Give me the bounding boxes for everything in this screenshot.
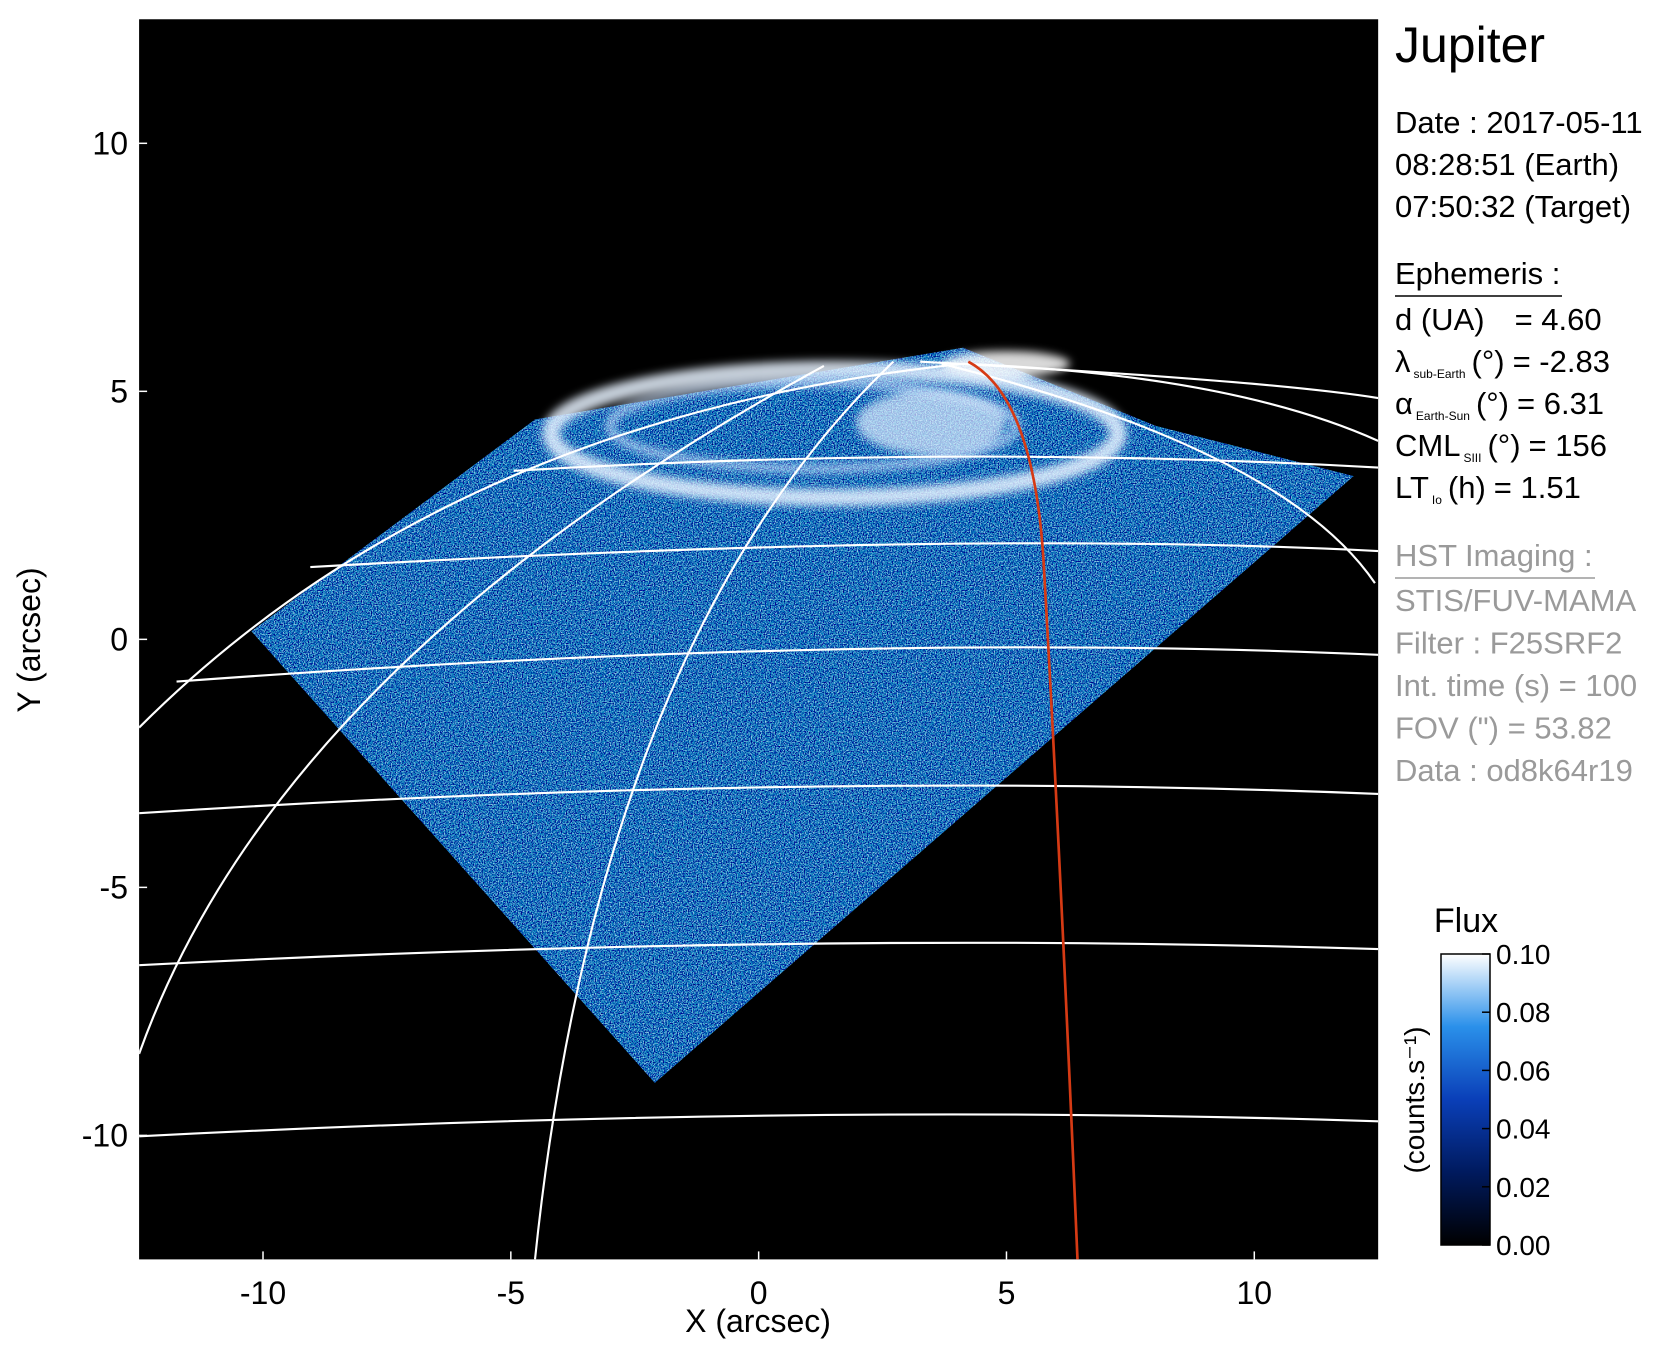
image bbox=[139, 19, 1379, 1260]
item-value: = 6.31 bbox=[1517, 386, 1604, 421]
subscript: SIII bbox=[1463, 451, 1481, 465]
colorbar-tick-label: 0.10 bbox=[1496, 939, 1551, 970]
ephemeris-item: α Earth-Sun (°) = 6.31 bbox=[1395, 386, 1604, 423]
date-line: 08:28:51 (Earth) bbox=[1395, 147, 1619, 182]
aurora bbox=[542, 350, 1127, 507]
item-label: (°) bbox=[1476, 386, 1509, 421]
ephemeris-item: d (UA) = 4.60 bbox=[1395, 302, 1602, 337]
item-value: = 4.60 bbox=[1515, 302, 1602, 337]
subscript: Earth-Sun bbox=[1416, 409, 1470, 423]
y-axis-label: Y (arcsec) bbox=[11, 567, 47, 712]
title: Jupiter bbox=[1395, 17, 1545, 73]
colorbar-label: (counts.s⁻¹) bbox=[1399, 1026, 1430, 1173]
colorbar bbox=[1440, 953, 1491, 1246]
side-panel: Jupiter Date : 2017-05-11 08:28:51 (Earth… bbox=[1395, 17, 1643, 788]
imaging-line: FOV (") = 53.82 bbox=[1395, 711, 1612, 746]
y-tick-label: 10 bbox=[92, 125, 128, 161]
imaging-line: Data : od8k64r19 bbox=[1395, 753, 1633, 788]
item-value: = 156 bbox=[1529, 428, 1607, 463]
colorbar-tick-label: 0.04 bbox=[1496, 1114, 1551, 1145]
date-line: Date : 2017-05-11 bbox=[1395, 105, 1643, 140]
symbol: CML bbox=[1395, 428, 1460, 463]
item-label: (°) bbox=[1487, 428, 1520, 463]
item-value: = -2.83 bbox=[1513, 344, 1610, 379]
subscript: sub-Earth bbox=[1414, 367, 1466, 381]
y-tick-label: -5 bbox=[100, 869, 128, 905]
x-tick-label: -5 bbox=[497, 1275, 525, 1311]
ephemeris-item: CML SIII (°) = 156 bbox=[1395, 428, 1607, 465]
x-tick-label: -10 bbox=[240, 1275, 286, 1311]
x-tick-label: 10 bbox=[1236, 1275, 1272, 1311]
imaging-line: Filter : F25SRF2 bbox=[1395, 626, 1622, 661]
meridian-line bbox=[967, 360, 1079, 1260]
ephemeris-item: LT Io (h) = 1.51 bbox=[1395, 470, 1581, 507]
y-tick-label: 5 bbox=[110, 373, 128, 409]
ephemeris-item: λ sub-Earth (°) = -2.83 bbox=[1395, 344, 1610, 381]
imaging-line: Int. time (s) = 100 bbox=[1395, 668, 1637, 703]
ephemeris-heading: Ephemeris : bbox=[1395, 256, 1560, 291]
colorbar-tick-label: 0.02 bbox=[1496, 1172, 1551, 1203]
y-tick-label: -10 bbox=[82, 1117, 128, 1153]
item-value: = 1.51 bbox=[1494, 470, 1581, 505]
x-tick-label: 0 bbox=[750, 1275, 768, 1311]
colorbar-title: Flux bbox=[1434, 902, 1498, 940]
imaging-line: STIS/FUV-MAMA bbox=[1395, 583, 1636, 618]
date-line: 07:50:32 (Target) bbox=[1395, 189, 1631, 224]
subscript: Io bbox=[1432, 493, 1442, 507]
item-label: d (UA) bbox=[1395, 302, 1485, 337]
colorbar-tick-label: 0.08 bbox=[1496, 997, 1551, 1028]
x-axis-label: X (arcsec) bbox=[685, 1303, 831, 1339]
y-tick-label: 0 bbox=[110, 621, 128, 657]
x-tick-label: 5 bbox=[998, 1275, 1016, 1311]
symbol: λ bbox=[1395, 344, 1411, 379]
symbol: α bbox=[1395, 386, 1413, 421]
colorbar-tick-label: 0.06 bbox=[1496, 1055, 1551, 1086]
axes: X (arcsec) Y (arcsec) bbox=[11, 567, 831, 1339]
symbol: LT bbox=[1395, 470, 1429, 505]
colorbar-tick-label: 0.00 bbox=[1496, 1230, 1551, 1261]
item-label: (h) bbox=[1448, 470, 1486, 505]
imaging-heading: HST Imaging : bbox=[1395, 538, 1593, 573]
item-label: (°) bbox=[1472, 344, 1505, 379]
planet-grid bbox=[139, 360, 1379, 1260]
